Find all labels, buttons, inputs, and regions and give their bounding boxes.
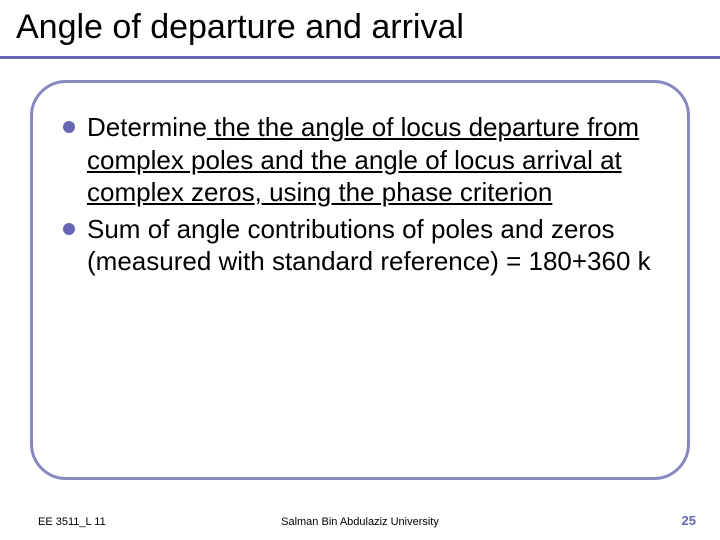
bullet-item: Sum of angle contributions of poles and … <box>63 213 657 278</box>
title-underline <box>0 56 720 59</box>
bullet-prefix: Sum <box>87 214 140 244</box>
bullet-rest-text: of angle contributions of poles and zero… <box>87 214 651 277</box>
footer-center-text: Salman Bin Abdulaziz University <box>0 516 720 528</box>
slide-title: Angle of departure and arrival <box>16 8 704 47</box>
bullet-dot-icon <box>63 223 75 235</box>
page-number: 25 <box>682 513 696 528</box>
title-region: Angle of departure and arrival <box>16 8 704 47</box>
bullet-item: Determine the the angle of locus departu… <box>63 111 657 209</box>
slide: Angle of departure and arrival Determine… <box>0 0 720 540</box>
content-box: Determine the the angle of locus departu… <box>30 80 690 480</box>
bullet-prefix: Determine <box>87 112 207 142</box>
footer: EE 3511_L 11 Salman Bin Abdulaziz Univer… <box>0 508 720 528</box>
bullet-dot-icon <box>63 121 75 133</box>
bullet-list: Determine the the angle of locus departu… <box>63 111 657 278</box>
